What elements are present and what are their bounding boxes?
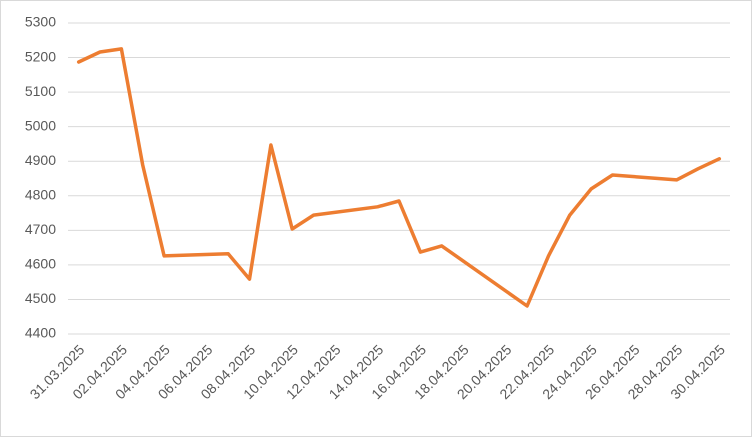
y-tick-label: 4900 <box>25 152 56 168</box>
y-tick-label: 4400 <box>25 325 56 341</box>
y-tick-label: 5000 <box>25 117 56 133</box>
y-tick-label: 5300 <box>25 14 56 30</box>
y-tick-label: 4600 <box>25 256 56 272</box>
y-tick-label: 4500 <box>25 290 56 306</box>
y-tick-label: 4700 <box>25 221 56 237</box>
y-tick-label: 5100 <box>25 83 56 99</box>
line-series <box>76 47 722 308</box>
y-tick-label: 4800 <box>25 186 56 202</box>
y-tick-label: 5200 <box>25 48 56 64</box>
